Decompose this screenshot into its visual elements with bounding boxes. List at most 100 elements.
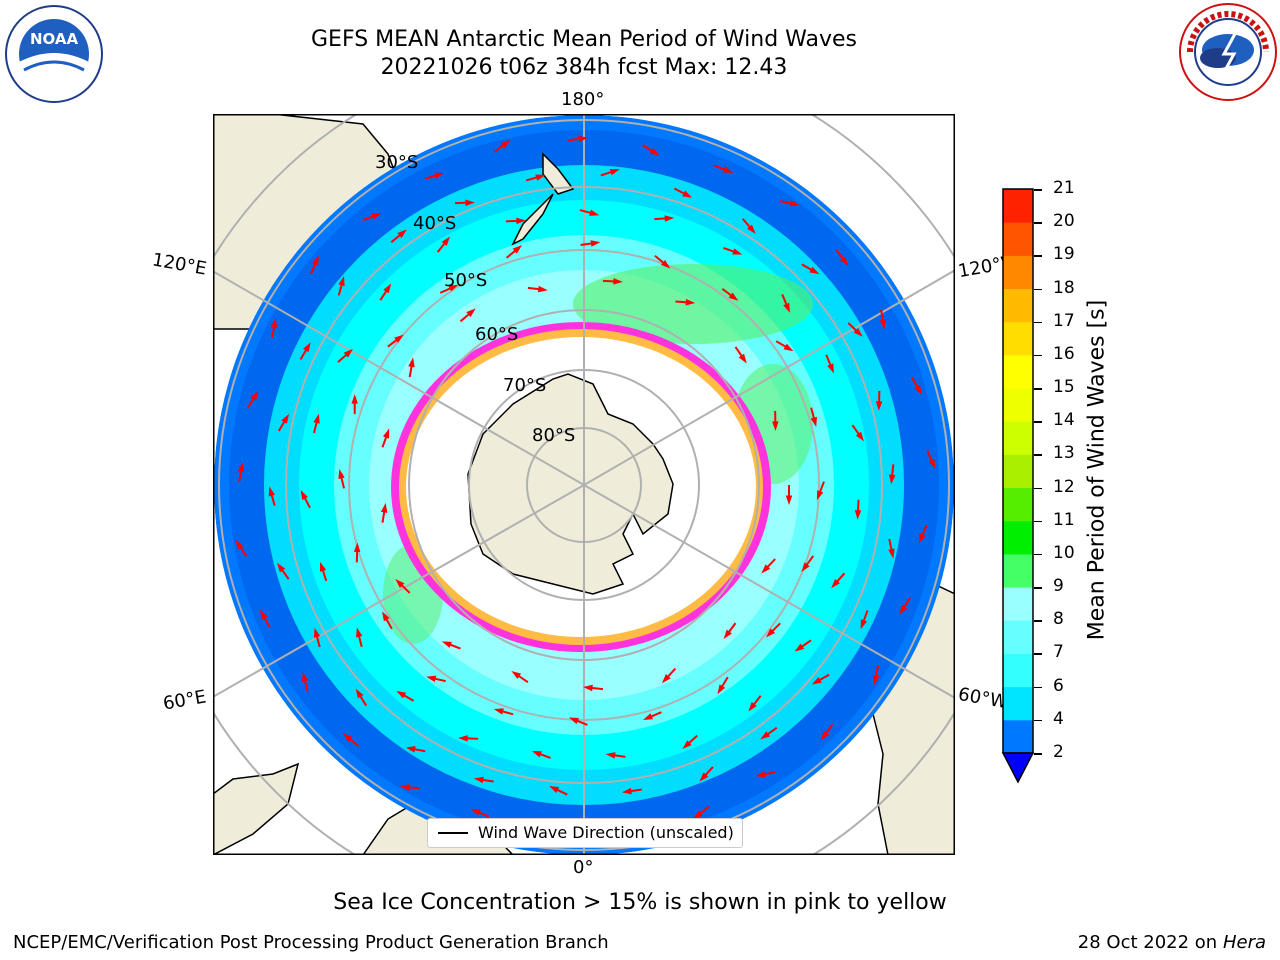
wave-arrow-head	[590, 240, 601, 247]
colorbar-segment	[1003, 587, 1033, 621]
wave-arrow-head	[277, 562, 286, 573]
wave-arrow-head	[738, 353, 747, 364]
map-title: GEFS MEAN Antarctic Mean Period of Wind …	[311, 27, 857, 52]
colorbar-under-triangle	[1001, 752, 1035, 784]
wave-arrow-head	[693, 810, 703, 820]
wave-arrow-head	[717, 684, 726, 695]
map-subtitle: 20221026 t06z 384h fcst Max: 12.43	[380, 55, 788, 80]
wave-arrow-head	[682, 740, 692, 749]
wave-arrow-head	[772, 421, 779, 431]
wave-arrow-head	[371, 213, 382, 220]
longitude-grid	[213, 114, 955, 855]
wave-arrow-head	[512, 245, 523, 254]
colorbar-tick-label: 21	[1053, 178, 1075, 198]
colorbar-segment	[1003, 288, 1033, 323]
wave-arrow-head	[914, 384, 922, 395]
wave-arrow-head	[583, 684, 593, 692]
wave-arrow-head	[649, 147, 660, 156]
polar-map	[213, 114, 955, 855]
wave-arrow-head	[394, 334, 404, 343]
wave-arrow-head	[303, 342, 311, 353]
wave-arrow-head	[235, 539, 244, 550]
colorbar-tick-mark	[1034, 189, 1042, 191]
colorbar-tick-mark	[1034, 454, 1042, 456]
wave-arrow-head	[794, 643, 805, 652]
wave-arrow-head	[685, 299, 696, 306]
wave-arrow-head	[722, 166, 734, 173]
colorbar-tick-label: 8	[1053, 609, 1064, 630]
wave-arrow-head	[609, 169, 620, 176]
wave-arrow-head	[338, 468, 345, 479]
wave-arrow-head	[268, 486, 275, 497]
wave-arrow-head	[811, 676, 822, 685]
colorbar-tick-label: 11	[1053, 509, 1075, 530]
colorbar-tick-label: 18	[1053, 277, 1075, 298]
wave-arrow-head	[408, 357, 415, 368]
colorbar-tick-mark	[1034, 487, 1042, 490]
wave-arrow-head	[270, 317, 278, 328]
colorbar-segment	[1003, 653, 1033, 688]
lon-label-120e: 120°E	[150, 249, 209, 280]
colorbar-segment	[1003, 222, 1033, 256]
footer-host: Hera	[1222, 932, 1266, 953]
colorbar-segment	[1003, 189, 1033, 223]
wave-arrow-head	[441, 641, 452, 648]
colorbar-label: Mean Period of Wind Waves [s]	[1084, 299, 1110, 641]
wave-arrow-head	[434, 172, 445, 179]
wave-arrow-head	[827, 363, 834, 374]
wave-arrow-head	[660, 259, 671, 269]
lon-label-60e: 60°E	[161, 686, 208, 715]
colorbar-tick-label: 9	[1053, 576, 1064, 597]
wave-arrow-head	[853, 327, 863, 337]
wave-arrow-head	[568, 717, 579, 725]
wave-arrow-head	[605, 752, 616, 759]
antarctica-land	[467, 373, 674, 595]
sea-ice-caption: Sea Ice Concentration > 15% is shown in …	[333, 890, 947, 915]
colorbar-tick-label: 17	[1053, 310, 1075, 331]
wave-arrow-head	[516, 217, 526, 225]
noaa-logo-text: NOAA	[30, 30, 79, 48]
map-legend: Wind Wave Direction (unscaled)	[427, 818, 743, 848]
colorbar-tick-mark	[1034, 222, 1042, 224]
new-zealand-south-land	[511, 193, 554, 246]
wave-arrow-head	[854, 510, 862, 520]
wave-arrow-head	[728, 292, 739, 301]
wave-arrow-head	[383, 283, 392, 294]
lat-label-70: 70°S	[503, 375, 547, 396]
colorbar-tick-label: 12	[1053, 476, 1075, 497]
colorbar-segment	[1003, 686, 1033, 721]
colorbar-segment	[1003, 388, 1033, 422]
wave-arrow-head	[342, 733, 353, 742]
wave-arrow-head	[493, 708, 504, 715]
colorbar-tick-mark	[1034, 587, 1042, 589]
noaa-logo: NOAA	[5, 5, 103, 103]
wave-arrow-head	[395, 579, 405, 588]
wave-arrow-head	[300, 490, 308, 501]
legend-line	[438, 832, 468, 834]
wave-arrow-head	[500, 139, 511, 149]
colorbar-segment	[1003, 255, 1033, 290]
colorbar-tick-mark	[1034, 753, 1042, 755]
wave-arrow-head	[682, 190, 693, 198]
wave-arrow-head	[535, 174, 546, 181]
wave-arrow-head	[872, 674, 880, 685]
lat-label-60: 60°S	[475, 324, 519, 345]
colorbar-tick-label: 13	[1053, 443, 1075, 464]
wave-arrow-head	[723, 629, 732, 640]
colorbar-segment	[1003, 421, 1033, 455]
wave-arrow-head	[405, 746, 416, 753]
colorbar-segment	[1003, 620, 1033, 654]
africa-land	[213, 762, 300, 855]
wave-arrow-head	[831, 578, 840, 589]
wave-arrow-head	[473, 776, 484, 784]
colorbar-tick-mark	[1034, 321, 1042, 324]
wave-arrow-head	[855, 431, 864, 442]
wave-arrow-head	[732, 248, 743, 255]
lon-label-180: 180°	[561, 89, 605, 110]
wave-arrow-head	[761, 564, 771, 574]
wave-arrow-head	[399, 784, 410, 791]
wave-arrow-head	[621, 787, 632, 795]
colorbar-tick-label: 16	[1053, 343, 1075, 364]
wave-arrow-head	[458, 735, 468, 742]
colorbar-tick-label: 14	[1053, 410, 1075, 431]
